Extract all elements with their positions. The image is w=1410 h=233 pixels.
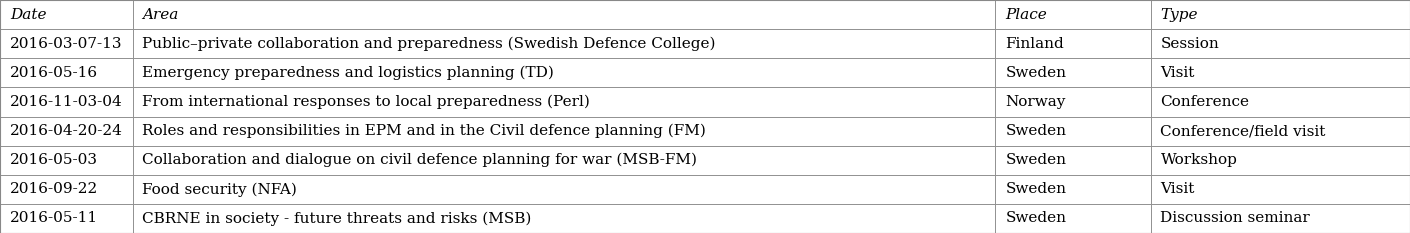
Text: From international responses to local preparedness (Perl): From international responses to local pr… [142,95,591,109]
Text: 2016-04-20-24: 2016-04-20-24 [10,124,123,138]
Text: Emergency preparedness and logistics planning (TD): Emergency preparedness and logistics pla… [142,66,554,80]
Text: Sweden: Sweden [1005,66,1066,80]
Bar [1151,87,1410,116]
Bar [995,87,1151,116]
Bar [995,0,1151,29]
Text: Sweden: Sweden [1005,211,1066,226]
Bar [0,116,133,146]
Text: Type: Type [1160,7,1198,22]
Bar [995,204,1151,233]
Bar [995,29,1151,58]
Text: Sweden: Sweden [1005,182,1066,196]
Text: 2016-09-22: 2016-09-22 [10,182,99,196]
Text: Conference/field visit: Conference/field visit [1160,124,1325,138]
Bar [0,58,133,87]
Text: Food security (NFA): Food security (NFA) [142,182,298,196]
Bar [0,204,133,233]
Bar [133,175,995,204]
Bar [995,175,1151,204]
Text: Conference: Conference [1160,95,1249,109]
Text: 2016-03-07-13: 2016-03-07-13 [10,37,123,51]
Bar [1151,0,1410,29]
Text: 2016-05-03: 2016-05-03 [10,153,97,167]
Bar [995,116,1151,146]
Text: Discussion seminar: Discussion seminar [1160,211,1310,226]
Text: CBRNE in society - future threats and risks (MSB): CBRNE in society - future threats and ri… [142,211,532,226]
Bar [1151,29,1410,58]
Text: Public–private collaboration and preparedness (Swedish Defence College): Public–private collaboration and prepare… [142,37,716,51]
Bar [133,0,995,29]
Text: Sweden: Sweden [1005,153,1066,167]
Bar [133,87,995,116]
Text: Roles and responsibilities in EPM and in the Civil defence planning (FM): Roles and responsibilities in EPM and in… [142,124,706,138]
Text: 2016-05-16: 2016-05-16 [10,66,99,80]
Text: Finland: Finland [1005,37,1065,51]
Bar [133,204,995,233]
Bar [133,29,995,58]
Bar [0,29,133,58]
Text: Place: Place [1005,7,1048,22]
Bar [1151,175,1410,204]
Text: Visit: Visit [1160,182,1194,196]
Text: Norway: Norway [1005,95,1066,109]
Text: Visit: Visit [1160,66,1194,80]
Bar [1151,58,1410,87]
Bar [1151,146,1410,175]
Bar [0,0,133,29]
Text: Collaboration and dialogue on civil defence planning for war (MSB-FM): Collaboration and dialogue on civil defe… [142,153,698,167]
Bar [1151,116,1410,146]
Bar [133,116,995,146]
Text: 2016-05-11: 2016-05-11 [10,211,99,226]
Text: Date: Date [10,7,47,22]
Bar [133,146,995,175]
Text: Sweden: Sweden [1005,124,1066,138]
Text: 2016-11-03-04: 2016-11-03-04 [10,95,123,109]
Bar [1151,204,1410,233]
Bar [133,58,995,87]
Text: Workshop: Workshop [1160,153,1238,167]
Bar [995,146,1151,175]
Bar [0,146,133,175]
Text: Session: Session [1160,37,1220,51]
Bar [0,87,133,116]
Text: Area: Area [142,7,179,22]
Bar [995,58,1151,87]
Bar [0,175,133,204]
